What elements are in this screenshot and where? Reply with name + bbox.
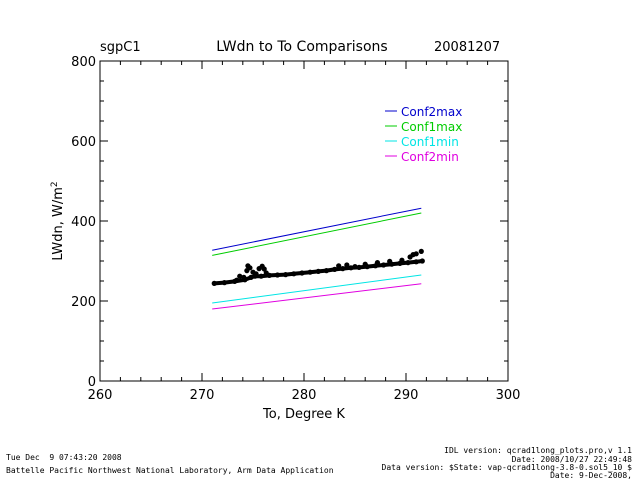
y-tick-label: 800 xyxy=(71,55,96,70)
series-line-conf1min xyxy=(212,274,422,304)
y-axis-label-main: LWdn, W/m xyxy=(51,187,66,261)
series-line-conf1max xyxy=(212,212,422,256)
y-axis-label: LWdn, W/m2 xyxy=(50,181,66,260)
date-label: 20081207 xyxy=(434,40,500,55)
y-tick-label: 200 xyxy=(71,295,96,310)
footer-idl-version: IDL version: qcrad1long_plots.pro,v 1.1 xyxy=(444,446,632,455)
site-label: sgpC1 xyxy=(100,40,141,55)
series-group xyxy=(212,207,422,310)
observation-trace xyxy=(214,259,423,286)
legend-label-conf2max: Conf2max xyxy=(401,105,462,119)
footer-data-date: Date: 9-Dec-2008, xyxy=(550,471,632,480)
footer-institution: Battelle Pacific Northwest National Labo… xyxy=(6,466,334,475)
footer-idl-date: Date: 2008/10/27 22:49:48 xyxy=(511,455,632,464)
y-tick-label: 0 xyxy=(88,375,96,390)
legend-label-conf2min: Conf2min xyxy=(401,150,459,164)
y-tick-label: 400 xyxy=(71,215,96,230)
series-line-conf2min xyxy=(212,283,422,310)
series-line-conf2max xyxy=(212,207,422,251)
observation-point xyxy=(247,265,253,271)
y-axis-label-group: LWdn, W/m2 xyxy=(50,181,66,260)
footer-timestamp: Tue Dec 9 07:43:20 2008 xyxy=(6,453,122,462)
observation-point xyxy=(237,273,243,279)
x-tick-label: 290 xyxy=(394,388,419,403)
chart-title: LWdn to To Comparisons xyxy=(216,39,387,55)
x-tick-label: 280 xyxy=(292,388,317,403)
y-axis-label-superscript: 2 xyxy=(50,181,60,187)
observations-group xyxy=(211,248,425,286)
x-tick-label: 260 xyxy=(88,388,113,403)
observation-point xyxy=(410,252,416,258)
x-tick-label: 270 xyxy=(190,388,215,403)
observation-point xyxy=(418,248,424,254)
y-tick-label: 600 xyxy=(71,135,96,150)
x-axis-label: To, Degree K xyxy=(262,407,345,422)
footer-data-version: Data version: $State: vap-qcrad1long-3.8… xyxy=(381,463,632,472)
legend-label-conf1min: Conf1min xyxy=(401,135,459,149)
legend-label-conf1max: Conf1max xyxy=(401,120,462,134)
axis-ticks: 260 270 280 290 300 0 200 400 600 800 xyxy=(71,55,520,403)
observation-point xyxy=(261,266,267,272)
x-tick-label: 300 xyxy=(496,388,521,403)
